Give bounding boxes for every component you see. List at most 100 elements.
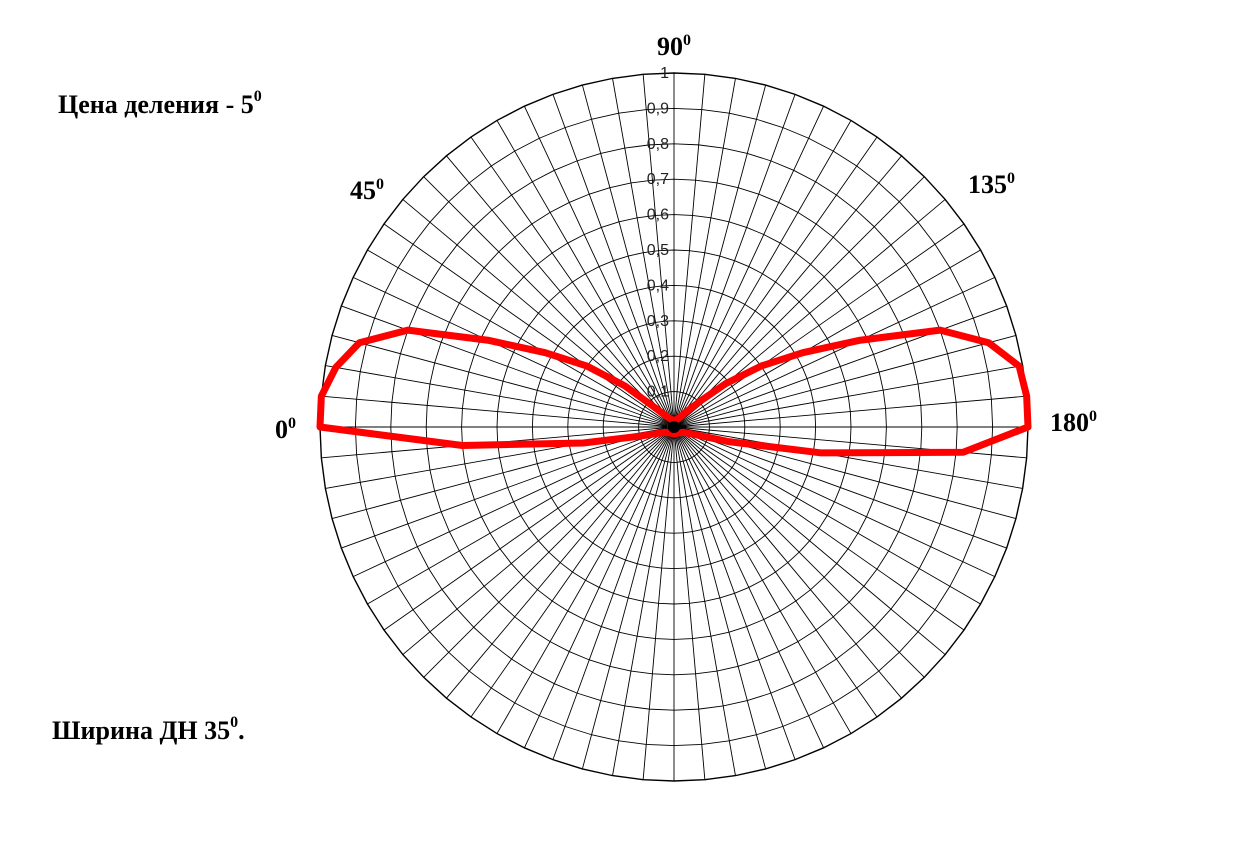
series-point xyxy=(544,352,546,354)
radial-tick-label: 0,3 xyxy=(647,313,669,330)
series-point xyxy=(987,342,990,344)
radial-tick-label: 0 xyxy=(660,419,669,436)
grid-spoke xyxy=(523,426,675,749)
grid-spoke xyxy=(496,120,675,428)
series-point xyxy=(939,329,941,331)
grid-spoke xyxy=(673,78,736,428)
radial-tick-label: 0,4 xyxy=(647,277,669,294)
grid-spoke xyxy=(673,94,796,428)
radial-tick-label: 0,6 xyxy=(647,207,669,224)
grid-spoke xyxy=(673,426,965,631)
beamwidth-note-text: Ширина ДН 35 xyxy=(52,716,231,745)
grid-spoke xyxy=(673,426,1023,489)
series-point xyxy=(1027,426,1029,428)
angle-label: 00 xyxy=(275,415,296,444)
grid-spoke xyxy=(383,223,675,428)
grid-spoke xyxy=(673,426,767,770)
grid-spoke xyxy=(673,120,852,428)
grid-spoke xyxy=(673,426,925,678)
grid-spoke xyxy=(673,426,1007,549)
grid-spoke xyxy=(673,176,925,428)
grid-spoke xyxy=(331,334,675,428)
grid-spoke xyxy=(673,395,1027,428)
grid-spoke xyxy=(341,426,675,549)
series-point xyxy=(582,442,584,444)
beamwidth-note: Ширина ДН 350. xyxy=(52,714,245,746)
grid-spoke xyxy=(673,155,902,428)
grid-spoke xyxy=(673,426,852,734)
grid-spoke xyxy=(673,74,706,428)
grid-spoke xyxy=(673,249,981,428)
series-point xyxy=(662,412,664,415)
series-point xyxy=(668,417,670,419)
series-point xyxy=(487,339,489,341)
radial-tick-label: 0,5 xyxy=(647,242,669,259)
grid-spoke xyxy=(325,365,675,428)
series-point xyxy=(962,451,964,453)
series-point xyxy=(335,366,337,368)
angle-labels: 00 450 900 1350 1800 xyxy=(275,32,1097,444)
grid-spoke xyxy=(496,426,675,734)
angle-label: 900 xyxy=(657,32,691,61)
beamwidth-note-sup: 0 xyxy=(230,714,239,732)
series-point xyxy=(728,441,730,443)
grid-spoke xyxy=(673,136,878,428)
grid-spoke xyxy=(446,155,675,428)
series-line xyxy=(316,326,1032,457)
series-point xyxy=(319,426,321,428)
division-note-sup: 0 xyxy=(253,88,262,106)
series-point xyxy=(671,419,673,421)
grid-spoke xyxy=(673,426,981,605)
series-point xyxy=(1026,395,1028,397)
grid-spoke xyxy=(673,84,767,428)
grid-spoke xyxy=(367,249,675,428)
radial-tick-label: 0,8 xyxy=(647,136,669,153)
grid-spoke xyxy=(446,426,675,699)
series-point xyxy=(675,419,677,421)
grid-spoke xyxy=(673,426,878,718)
angle-label: 450 xyxy=(350,176,384,205)
series-point xyxy=(698,401,700,403)
series-point xyxy=(586,365,588,367)
grid-spoke xyxy=(642,74,675,428)
radial-ticks: 0 0,1 0,2 0,3 0,4 0,5 0,6 0,7 0,8 0,9 1 xyxy=(647,65,669,436)
grid-spoke xyxy=(470,136,675,428)
grid-spoke xyxy=(402,426,675,655)
series-point xyxy=(819,452,822,454)
grid-spoke xyxy=(673,305,1007,428)
grid-spoke xyxy=(673,105,825,428)
series-point xyxy=(693,433,695,435)
series-point xyxy=(320,395,322,397)
series-point xyxy=(760,365,762,367)
grid-spoke xyxy=(423,176,675,428)
series-point xyxy=(461,444,464,447)
series-point xyxy=(407,329,409,331)
grid-spoke xyxy=(673,426,946,655)
series-point xyxy=(682,431,684,433)
grid-spoke xyxy=(470,426,675,718)
radial-tick-label: 0,1 xyxy=(647,384,669,401)
radial-tick-label: 0,9 xyxy=(647,100,669,117)
grid-spoke xyxy=(642,426,675,780)
series-point xyxy=(687,410,689,412)
grid-spoke xyxy=(673,426,996,578)
center-dot xyxy=(668,421,680,433)
series-point xyxy=(624,385,626,387)
grid-spoke xyxy=(673,426,736,776)
grid-spoke xyxy=(673,365,1023,428)
series-point xyxy=(673,433,675,435)
grid-spoke xyxy=(367,426,675,605)
grid-spoke xyxy=(552,94,675,428)
grid-spoke xyxy=(581,426,675,770)
grid-spoke xyxy=(673,426,902,699)
radial-tick-label: 0,7 xyxy=(647,171,669,188)
grid-spoke xyxy=(673,426,706,780)
series-point xyxy=(802,352,804,354)
grid-spoke xyxy=(423,426,675,678)
grid-spoke xyxy=(612,78,675,428)
polar-grid xyxy=(319,72,1029,782)
series-point xyxy=(653,406,655,408)
series-point xyxy=(664,431,666,433)
grid-spoke xyxy=(352,276,675,428)
